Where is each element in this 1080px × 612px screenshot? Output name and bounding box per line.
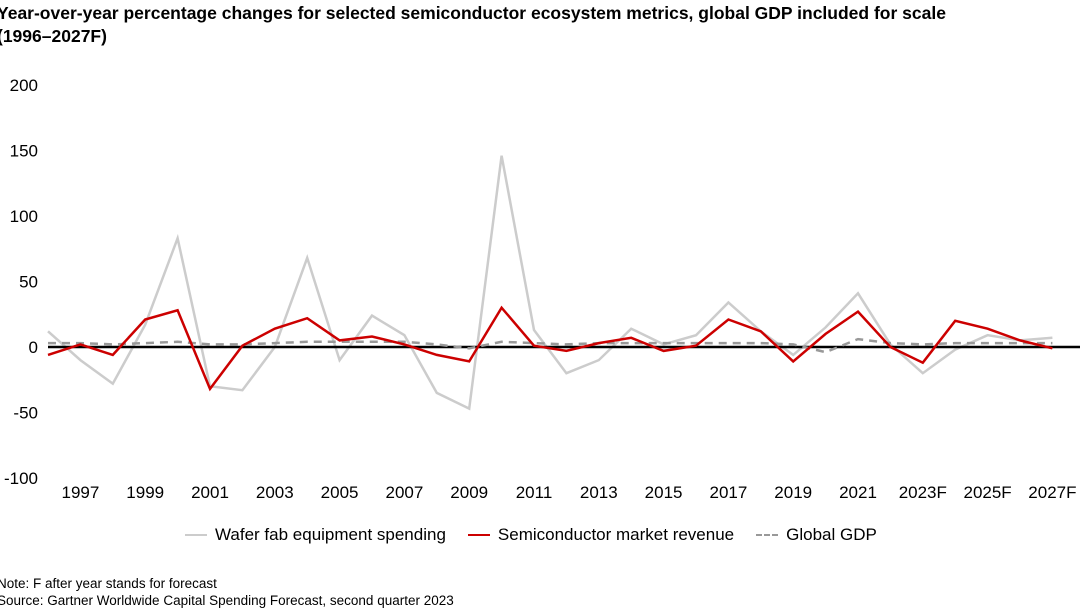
legend-item-gdp: Global GDP	[756, 525, 877, 545]
y-tick-label: 50	[19, 273, 38, 292]
legend-swatch	[756, 534, 779, 536]
legend-item-revenue: Semiconductor market revenue	[467, 525, 735, 545]
x-tick-label: 2003	[256, 483, 294, 502]
legend-swatch	[467, 534, 490, 536]
x-tick-label: 2017	[709, 483, 747, 502]
footnotes: Note: F after year stands for forecast S…	[0, 575, 454, 609]
y-tick-label: 150	[10, 142, 38, 161]
note: Note: F after year stands for forecast	[0, 576, 217, 591]
y-tick-label: -100	[4, 469, 38, 488]
x-tick-label: 2001	[191, 483, 229, 502]
legend-label: Global GDP	[786, 525, 877, 544]
x-tick-label: 2023F	[899, 483, 947, 502]
legend: Wafer fab equipment spending Semiconduct…	[185, 525, 877, 545]
x-tick-label: 2027F	[1028, 483, 1076, 502]
x-tick-label: 2011	[516, 483, 553, 502]
chart-title: Year-over-year percentage changes for se…	[0, 3, 946, 46]
y-tick-label: -50	[13, 404, 38, 423]
x-tick-label: 2025F	[963, 483, 1011, 502]
x-tick-label: 2013	[580, 483, 618, 502]
y-tick-label: 200	[10, 76, 38, 95]
legend-label: Wafer fab equipment spending	[215, 525, 446, 544]
series-line-semiconductor-market-revenue	[47, 305, 1053, 392]
x-tick-label: 2019	[774, 483, 812, 502]
legend-label: Semiconductor market revenue	[497, 525, 735, 544]
x-tick-label: 2009	[450, 483, 488, 502]
series-line-wafer-fab-equipment-spending	[47, 155, 1053, 411]
x-tick-label: 2015	[645, 483, 683, 502]
x-tick-label: 2021	[839, 483, 877, 502]
x-tick-label: 1997	[61, 483, 99, 502]
legend-item-wafer: Wafer fab equipment spending	[185, 525, 446, 545]
source: Source: Gartner Worldwide Capital Spendi…	[0, 593, 454, 608]
y-tick-label: 0	[29, 338, 38, 357]
y-tick-label: 100	[10, 207, 38, 226]
x-tick-label: 2005	[321, 483, 359, 502]
x-tick-label: 1999	[126, 483, 164, 502]
legend-swatch	[185, 534, 207, 536]
x-tick-label: 2007	[385, 483, 423, 502]
